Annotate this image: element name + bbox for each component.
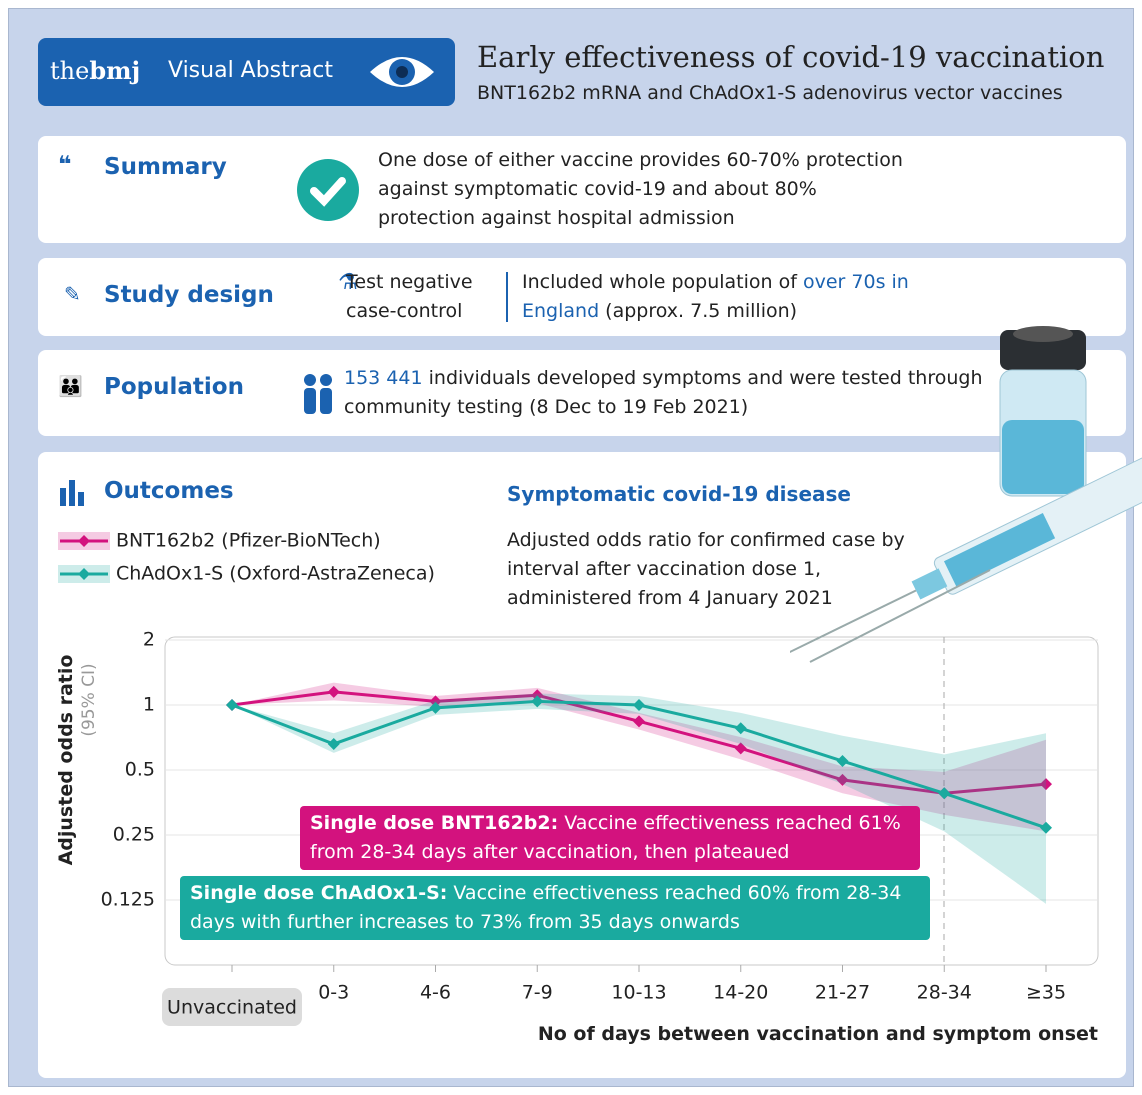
x-tick-label: 0-3 — [318, 982, 349, 1004]
y-tick-label: 0.25 — [113, 824, 155, 846]
x-tick-label: 7-9 — [522, 982, 553, 1004]
annotation-bold: Single dose BNT162b2: — [310, 812, 558, 834]
x-tick-label: ≥35 — [1026, 982, 1066, 1004]
legend-label: BNT162b2 (Pfizer-BioNTech) — [116, 530, 381, 552]
syringe-illustration — [790, 320, 1142, 680]
y-tick-label: 1 — [143, 694, 155, 716]
annotation: Single dose ChAdOx1-S: Vaccine effective… — [180, 876, 930, 940]
x-tick-label: 14-20 — [713, 982, 768, 1004]
y-tick-label: 0.5 — [125, 759, 155, 781]
x-tick-label: 4-6 — [420, 982, 451, 1004]
legend-label: ChAdOx1-S (Oxford-AstraZeneca) — [116, 563, 435, 585]
x-tick-label: Unvaccinated — [167, 997, 297, 1019]
y-tick-label: 2 — [143, 629, 155, 651]
x-tick-label: 28-34 — [917, 982, 972, 1004]
y-tick-label: 0.125 — [101, 889, 155, 911]
annotation: Single dose BNT162b2: Vaccine effectiven… — [300, 806, 920, 870]
x-tick-label: 21-27 — [815, 982, 870, 1004]
page: thebmj Visual Abstract Early effectivene… — [0, 0, 1142, 1095]
x-axis-label: No of days between vaccination and sympt… — [538, 1023, 1098, 1045]
annotation-bold: Single dose ChAdOx1-S: — [190, 882, 447, 904]
x-tick-label: 10-13 — [611, 982, 666, 1004]
y-axis-label: Adjusted odds ratio — [55, 655, 77, 866]
y-axis-note: (95% CI) — [79, 663, 99, 736]
